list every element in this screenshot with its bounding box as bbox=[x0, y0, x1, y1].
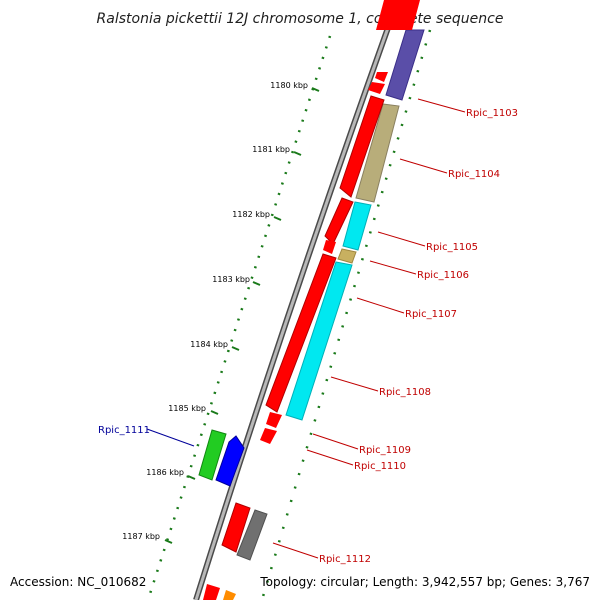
leader-line bbox=[356, 297, 405, 314]
tick-label-1186: 1186 kbp bbox=[146, 468, 184, 477]
tick-label-1184: 1184 kbp bbox=[190, 340, 228, 349]
tick-mark bbox=[311, 87, 320, 92]
cds-arrow[interactable] bbox=[203, 584, 220, 600]
tick-label-1187: 1187 kbp bbox=[122, 532, 160, 541]
cds-arrow[interactable] bbox=[221, 502, 251, 553]
cds-arrow[interactable] bbox=[323, 240, 336, 254]
gene-label-rpic-1103[interactable]: Rpic_1103 bbox=[466, 108, 518, 119]
tick-mark bbox=[210, 410, 219, 415]
topology-summary-text: Topology: circular; Length: 3,942,557 bp… bbox=[259, 575, 590, 589]
cds-arrow[interactable] bbox=[339, 95, 385, 198]
gene-label-rpic-1111[interactable]: Rpic_1111 bbox=[98, 425, 150, 436]
gene-rpic-1111-green[interactable] bbox=[198, 429, 227, 481]
tick-label-1181: 1181 kbp bbox=[252, 145, 290, 154]
leader-line bbox=[312, 433, 359, 450]
gene-label-rpic-1110[interactable]: Rpic_1110 bbox=[354, 461, 406, 472]
cds-arrow[interactable] bbox=[375, 72, 388, 82]
leader-line bbox=[272, 542, 319, 559]
feature-block[interactable] bbox=[355, 103, 400, 203]
cds-arrow[interactable] bbox=[266, 412, 282, 428]
tick-label-1182: 1182 kbp bbox=[232, 210, 270, 219]
gene-label-rpic-1108[interactable]: Rpic_1108 bbox=[379, 387, 431, 398]
cds-arrow[interactable] bbox=[368, 82, 385, 94]
leader-line bbox=[306, 449, 354, 466]
tick-mark bbox=[164, 539, 173, 544]
backbone-edge bbox=[193, 0, 401, 600]
feature-block[interactable] bbox=[285, 261, 353, 421]
cds-arrow[interactable] bbox=[223, 590, 236, 600]
gene-label-rpic-1109[interactable]: Rpic_1109 bbox=[359, 445, 411, 456]
gene-labels: Rpic_1103 Rpic_1104 Rpic_1105 Rpic_1106 … bbox=[98, 98, 518, 565]
cds-arrow[interactable] bbox=[236, 509, 268, 561]
gene-rpic-1111-blue[interactable] bbox=[215, 435, 245, 487]
tick-mark bbox=[273, 216, 282, 221]
gene-label-rpic-1105[interactable]: Rpic_1105 bbox=[426, 242, 478, 253]
feature-block[interactable] bbox=[385, 29, 425, 101]
accession-text: Accession: NC_010682 bbox=[10, 575, 146, 589]
map-title: Ralstonia pickettii 12J chromosome 1, co… bbox=[97, 11, 504, 27]
leader-line bbox=[330, 376, 379, 392]
leader-line bbox=[417, 98, 466, 113]
inner-tick-line bbox=[260, 29, 432, 600]
leader-line bbox=[369, 260, 417, 275]
gene-label-rpic-1104[interactable]: Rpic_1104 bbox=[448, 169, 500, 180]
leader-line bbox=[146, 428, 195, 447]
tick-mark bbox=[231, 346, 240, 351]
feature-block[interactable] bbox=[342, 201, 372, 251]
kbp-ticks: 1180 kbp 1181 kbp 1182 kbp 1183 kbp 1184… bbox=[122, 81, 320, 544]
gene-label-rpic-1112[interactable]: Rpic_1112 bbox=[319, 554, 371, 565]
backbone-line bbox=[194, 0, 400, 600]
tick-mark bbox=[187, 475, 196, 480]
tick-label-1180: 1180 kbp bbox=[270, 81, 308, 90]
leader-line bbox=[399, 158, 448, 174]
gene-label-rpic-1106[interactable]: Rpic_1106 bbox=[417, 270, 469, 281]
gene-label-rpic-1107[interactable]: Rpic_1107 bbox=[405, 309, 457, 320]
cds-track bbox=[203, 0, 420, 600]
tick-label-1185: 1185 kbp bbox=[168, 404, 206, 413]
feature-block[interactable] bbox=[337, 248, 357, 264]
cds-arrow[interactable] bbox=[260, 428, 277, 444]
tick-mark bbox=[252, 281, 261, 286]
leader-line bbox=[377, 231, 426, 247]
feature-track bbox=[285, 29, 425, 421]
tick-label-1183: 1183 kbp bbox=[212, 275, 250, 284]
cds-arrow[interactable] bbox=[265, 253, 337, 413]
tick-mark bbox=[293, 151, 302, 156]
cds-arrow[interactable] bbox=[376, 0, 420, 30]
